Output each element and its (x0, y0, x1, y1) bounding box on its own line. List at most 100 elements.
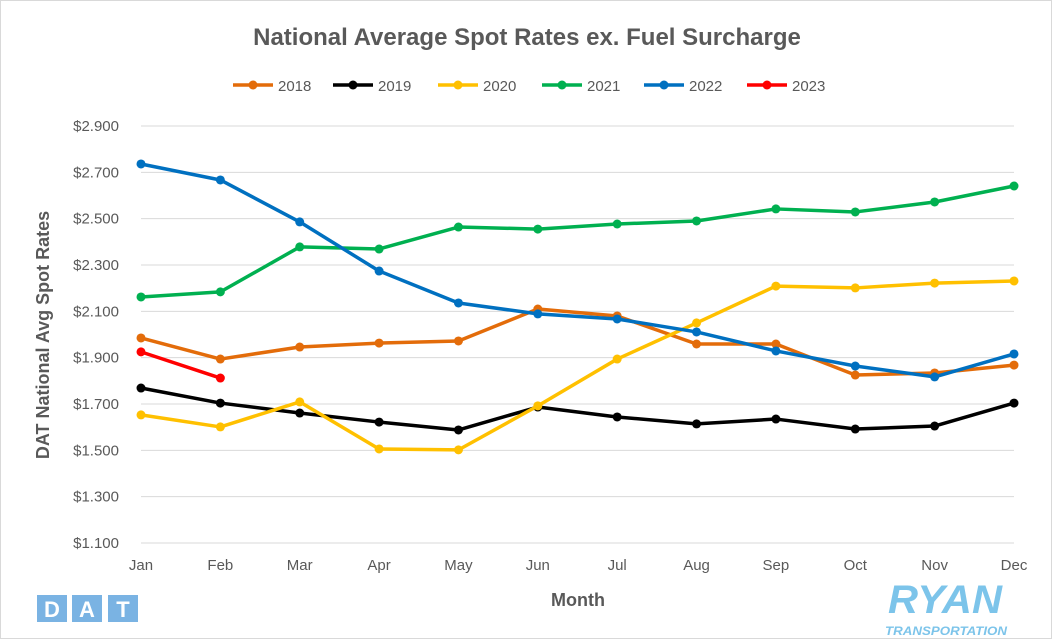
y-tick-label: $2.500 (73, 211, 119, 228)
data-point (1009, 360, 1019, 370)
svg-text:A: A (79, 597, 95, 622)
x-tick-label: Jun (526, 557, 550, 574)
svg-text:T: T (116, 597, 130, 622)
series-line (140, 162, 1015, 379)
data-point (374, 444, 384, 454)
data-point (930, 421, 940, 431)
series-line (140, 279, 1015, 452)
data-point (1009, 349, 1019, 359)
data-point (1009, 181, 1019, 191)
series-line (140, 307, 1015, 377)
data-point (850, 207, 860, 217)
legend: 2018 2019 2020 2021 2022 2023 (233, 78, 825, 95)
data-point (215, 422, 225, 432)
legend-item-2018: 2018 (233, 78, 311, 95)
data-point (850, 361, 860, 371)
data-point (136, 383, 146, 393)
svg-text:TRANSPORTATION: TRANSPORTATION (885, 624, 1007, 638)
data-point (136, 347, 146, 357)
data-point (374, 266, 384, 276)
ryan-transportation-logo: RYAN TRANSPORTATION (885, 578, 1007, 638)
data-point (771, 339, 781, 349)
series-line (140, 184, 1015, 299)
data-point (295, 397, 305, 407)
data-point (930, 197, 940, 207)
dat-logo: D A T (37, 595, 138, 622)
legend-item-2019: 2019 (333, 78, 411, 95)
x-axis-label: Month (551, 590, 605, 610)
data-point (850, 370, 860, 380)
x-tick-label: Feb (207, 557, 233, 574)
y-tick-label: $2.100 (73, 303, 119, 320)
svg-text:RYAN: RYAN (888, 578, 1003, 622)
x-tick-label: Nov (921, 557, 948, 574)
data-point (692, 339, 702, 349)
x-tick-label: Mar (287, 557, 313, 574)
y-axis-ticks: $1.100 $1.300 $1.500 $1.700 $1.900 $2.100 $2.3… (73, 118, 119, 552)
data-point (771, 204, 781, 214)
y-tick-label: $2.300 (73, 257, 119, 274)
x-tick-label: Sep (763, 557, 790, 574)
data-point (533, 224, 543, 234)
series-lines (136, 159, 1019, 455)
data-point (692, 327, 702, 337)
data-point (1009, 398, 1019, 408)
series-2023 (136, 347, 225, 383)
legend-item-2022: 2022 (644, 78, 722, 95)
x-tick-label: May (444, 557, 473, 574)
x-tick-label: Apr (367, 557, 390, 574)
data-point (374, 244, 384, 254)
x-tick-label: Aug (683, 557, 710, 574)
legend-marker (762, 80, 772, 90)
legend-label: 2020 (483, 78, 516, 95)
data-point (692, 318, 702, 328)
data-point (771, 346, 781, 356)
legend-marker (248, 80, 258, 90)
data-point (136, 159, 146, 169)
data-point (771, 414, 781, 424)
chart-title: National Average Spot Rates ex. Fuel Sur… (253, 24, 801, 51)
series-2019 (136, 383, 1019, 435)
y-tick-label: $1.100 (73, 535, 119, 552)
data-point (215, 354, 225, 364)
data-point (453, 425, 463, 435)
x-tick-label: Dec (1001, 557, 1028, 574)
data-point (136, 333, 146, 343)
series-2020 (136, 276, 1019, 455)
data-point (533, 309, 543, 319)
data-point (850, 424, 860, 434)
y-axis-label: DAT National Avg Spot Rates (33, 211, 53, 459)
data-point (136, 410, 146, 420)
y-tick-label: $1.700 (73, 396, 119, 413)
series-2018 (136, 304, 1019, 380)
data-point (215, 373, 225, 383)
data-point (612, 354, 622, 364)
legend-label: 2022 (689, 78, 722, 95)
series-line (140, 386, 1015, 432)
legend-label: 2023 (792, 78, 825, 95)
data-point (612, 219, 622, 229)
data-point (374, 417, 384, 427)
y-tick-label: $2.900 (73, 118, 119, 135)
x-tick-label: Jul (608, 557, 627, 574)
data-point (692, 419, 702, 429)
data-point (453, 445, 463, 455)
y-tick-label: $2.700 (73, 164, 119, 181)
legend-label: 2021 (587, 78, 620, 95)
y-tick-label: $1.900 (73, 350, 119, 367)
legend-item-2023: 2023 (747, 78, 825, 95)
y-tick-label: $1.300 (73, 489, 119, 506)
data-point (453, 336, 463, 346)
legend-item-2020: 2020 (438, 78, 516, 95)
legend-marker (557, 80, 567, 90)
x-axis-ticks: Jan Feb Mar Apr May Jun Jul Aug Sep Oct Nov Dec (129, 557, 1028, 574)
data-point (295, 217, 305, 227)
data-point (612, 314, 622, 324)
data-point (771, 281, 781, 291)
data-point (295, 408, 305, 418)
y-tick-label: $1.500 (73, 442, 119, 459)
series-2022 (136, 159, 1019, 382)
data-point (136, 292, 146, 302)
legend-marker (453, 80, 463, 90)
